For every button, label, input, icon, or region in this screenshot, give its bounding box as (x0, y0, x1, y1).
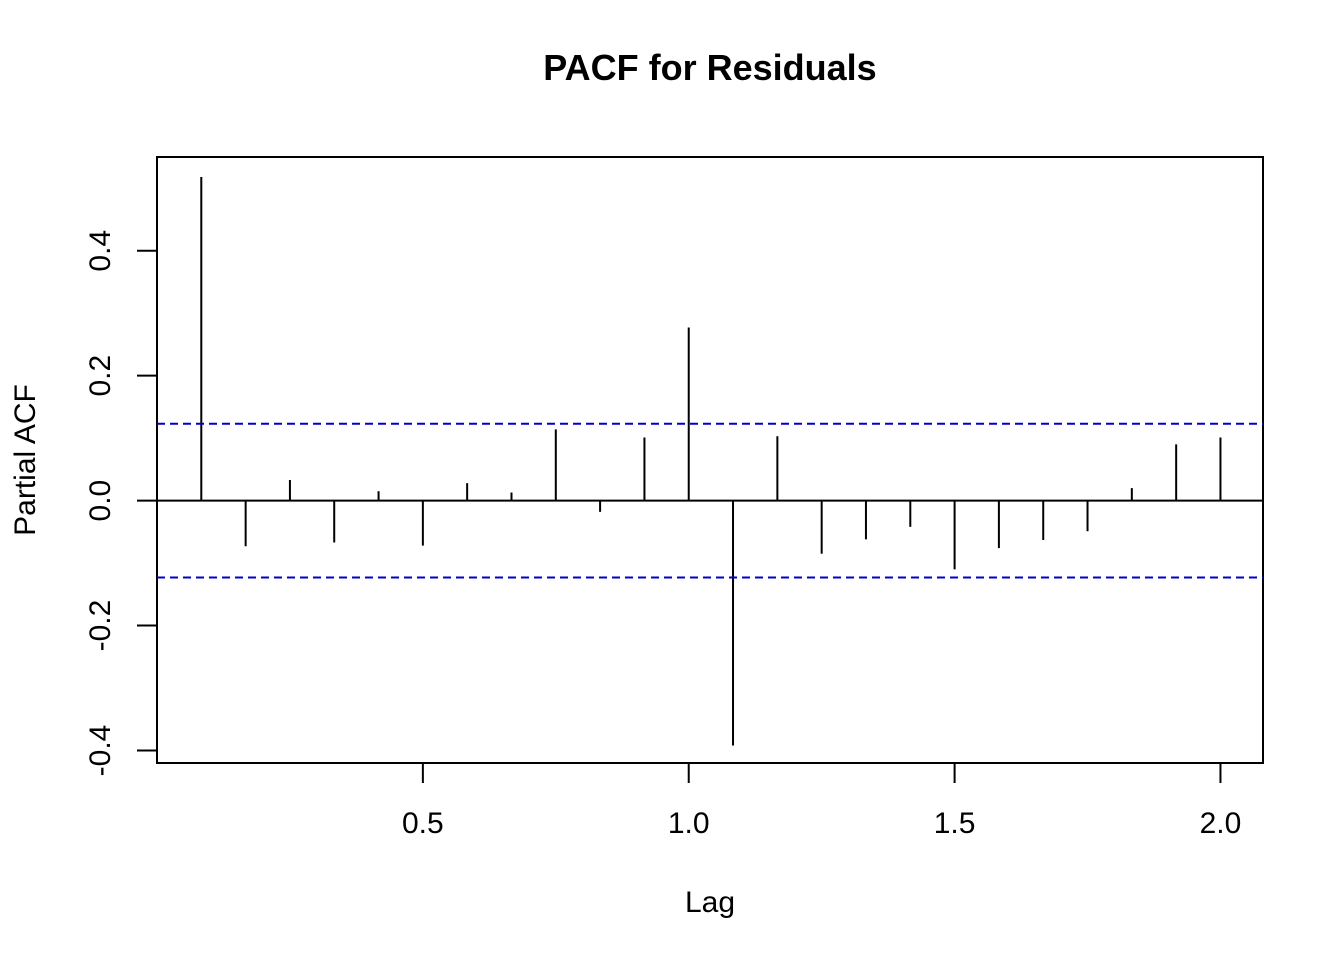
y-tick-label: -0.2 (84, 600, 117, 652)
x-tick-label: 1.5 (934, 807, 976, 840)
x-tick-label: 0.5 (402, 807, 444, 840)
x-tick-label: 1.0 (668, 807, 710, 840)
x-axis: 0.5 1.0 1.5 2.0 (402, 763, 1241, 840)
y-tick-label: 0.0 (84, 480, 117, 522)
y-tick-label: 0.2 (84, 355, 117, 397)
y-axis: -0.4 -0.2 0.0 0.2 0.4 (84, 230, 157, 777)
plot-frame (156, 156, 1264, 764)
spike-group (200, 176, 1222, 746)
x-tick-label: 2.0 (1200, 807, 1242, 840)
x-axis-label: Lag (685, 886, 735, 919)
y-tick-label: 0.4 (84, 230, 117, 272)
y-axis-label: Partial ACF (9, 384, 42, 536)
y-tick-label: -0.4 (84, 725, 117, 777)
chart-title: PACF for Residuals (543, 47, 876, 88)
